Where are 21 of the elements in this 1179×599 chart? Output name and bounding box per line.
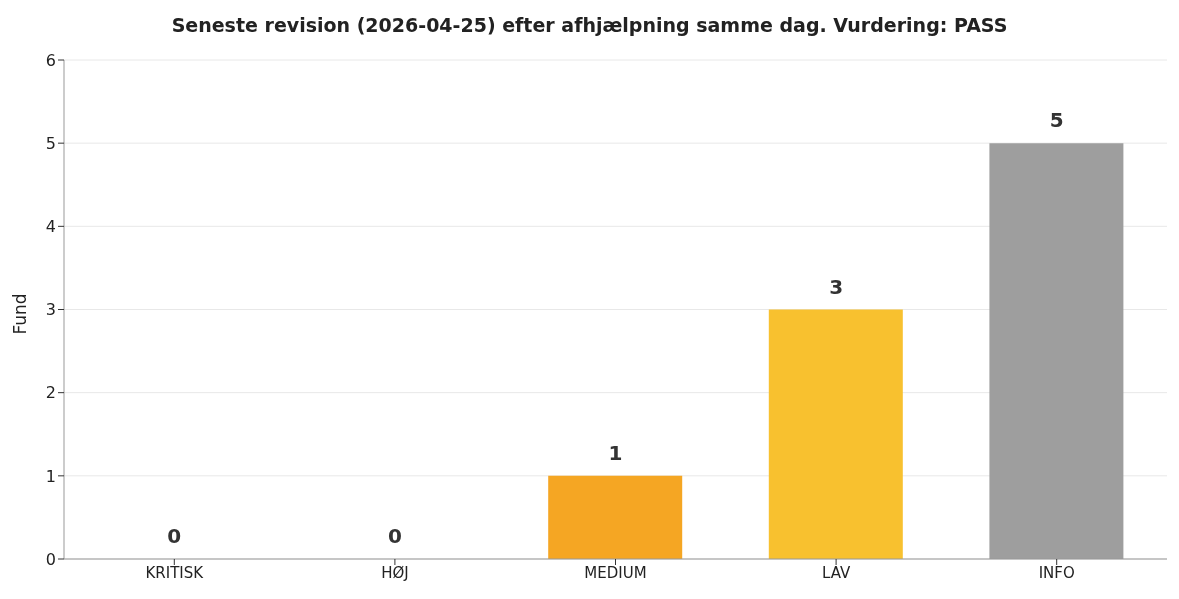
- bar: [768, 309, 903, 559]
- y-tick-label: 5: [45, 133, 56, 153]
- y-tick-label: 6: [45, 50, 56, 70]
- x-tick-label: KRITISK: [145, 563, 205, 582]
- data-label: 5: [1049, 108, 1064, 133]
- data-label: 0: [387, 524, 402, 548]
- y-tick-label: 2: [45, 383, 56, 403]
- x-tick-label: INFO: [1038, 563, 1075, 582]
- y-axis-title: Fund: [10, 293, 30, 335]
- bar: [548, 475, 683, 559]
- data-label: 0: [167, 524, 182, 548]
- chart-title: Seneste revision (2026-04-25) efter afhjælpning samme dag. Vurdering: PASS: [170, 13, 1009, 38]
- y-tick-label: 1: [45, 466, 56, 486]
- y-tick-label: 3: [45, 300, 56, 320]
- y-tick-label: 4: [45, 217, 56, 237]
- data-label: 3: [829, 274, 844, 299]
- x-tick-label: LAV: [821, 563, 851, 582]
- y-tick-label: 0: [45, 549, 56, 569]
- x-tick-label: HØJ: [381, 563, 409, 582]
- x-tick-label: MEDIUM: [584, 563, 647, 582]
- data-label: 1: [608, 440, 623, 465]
